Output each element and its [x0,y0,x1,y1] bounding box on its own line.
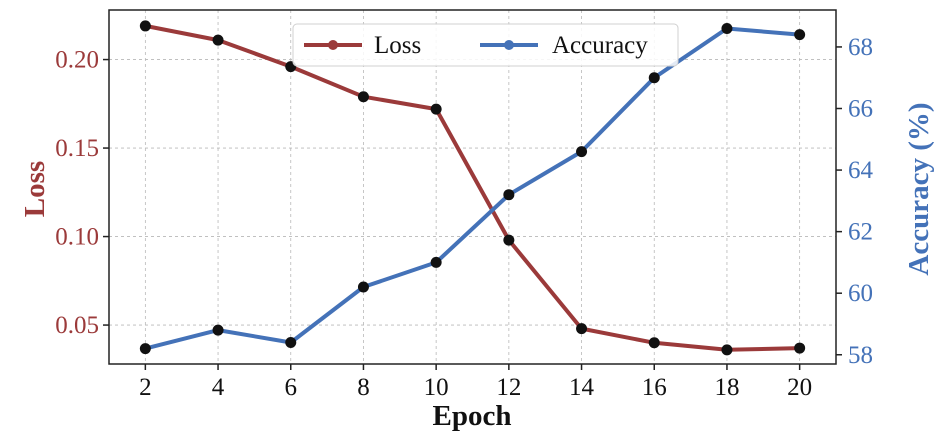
loss-line [143,23,802,352]
x-tick-label: 8 [357,374,370,401]
loss-point [430,103,442,115]
x-tick-label: 18 [714,374,739,401]
legend-accuracy-label: Accuracy [552,32,648,59]
loss-point [503,234,515,246]
accuracy-point [212,324,224,336]
right-y-axis: 58 60 62 64 66 68 [836,34,874,369]
right-tick-label: 64 [848,157,874,184]
right-tick-label: 68 [848,34,873,61]
right-tick-label: 60 [848,280,873,307]
loss-point [357,91,369,103]
loss-point [721,344,733,356]
left-tick-label: 0.15 [55,135,99,162]
x-tick-label: 2 [139,374,152,401]
loss-point [794,342,806,354]
loss-point [576,323,588,335]
x-tick-label: 20 [787,374,812,401]
x-axis-title: Epoch [433,400,512,432]
accuracy-point [430,256,442,268]
left-y-axis: 0.05 0.10 0.15 0.20 [55,47,109,339]
left-tick-label: 0.20 [55,47,99,74]
left-tick-label: 0.05 [55,312,99,339]
right-axis-title: Accuracy (%) [903,102,935,275]
right-tick-label: 62 [848,219,873,246]
accuracy-point [794,29,806,41]
accuracy-point [357,281,369,293]
left-tick-label: 0.10 [55,224,99,251]
legend-accuracy-marker [504,40,514,50]
grid [109,10,836,364]
accuracy-point [721,22,733,34]
right-tick-label: 58 [848,342,873,369]
series-lines [143,23,802,352]
loss-point [648,337,660,349]
x-tick-label: 12 [496,374,521,401]
legend-loss-marker [328,40,338,50]
accuracy-point [139,343,151,355]
x-tick-label: 14 [569,374,595,401]
loss-point [139,20,151,32]
right-tick-label: 66 [848,96,873,123]
loss-point [212,34,224,46]
accuracy-point [576,146,588,158]
accuracy-point [285,336,297,348]
x-tick-label: 16 [642,374,667,401]
x-axis: 2 4 6 8 10 12 14 16 18 20 [139,364,812,401]
legend: Loss Accuracy [292,23,679,67]
series-markers [139,20,806,356]
left-axis-title: Loss [19,161,51,217]
accuracy-point [503,189,515,201]
x-tick-label: 10 [424,374,449,401]
x-tick-label: 6 [285,374,298,401]
plot-frame [108,9,837,365]
x-tick-label: 4 [212,374,225,401]
accuracy-line [143,26,802,351]
legend-loss-label: Loss [374,32,421,59]
accuracy-point [648,72,660,84]
